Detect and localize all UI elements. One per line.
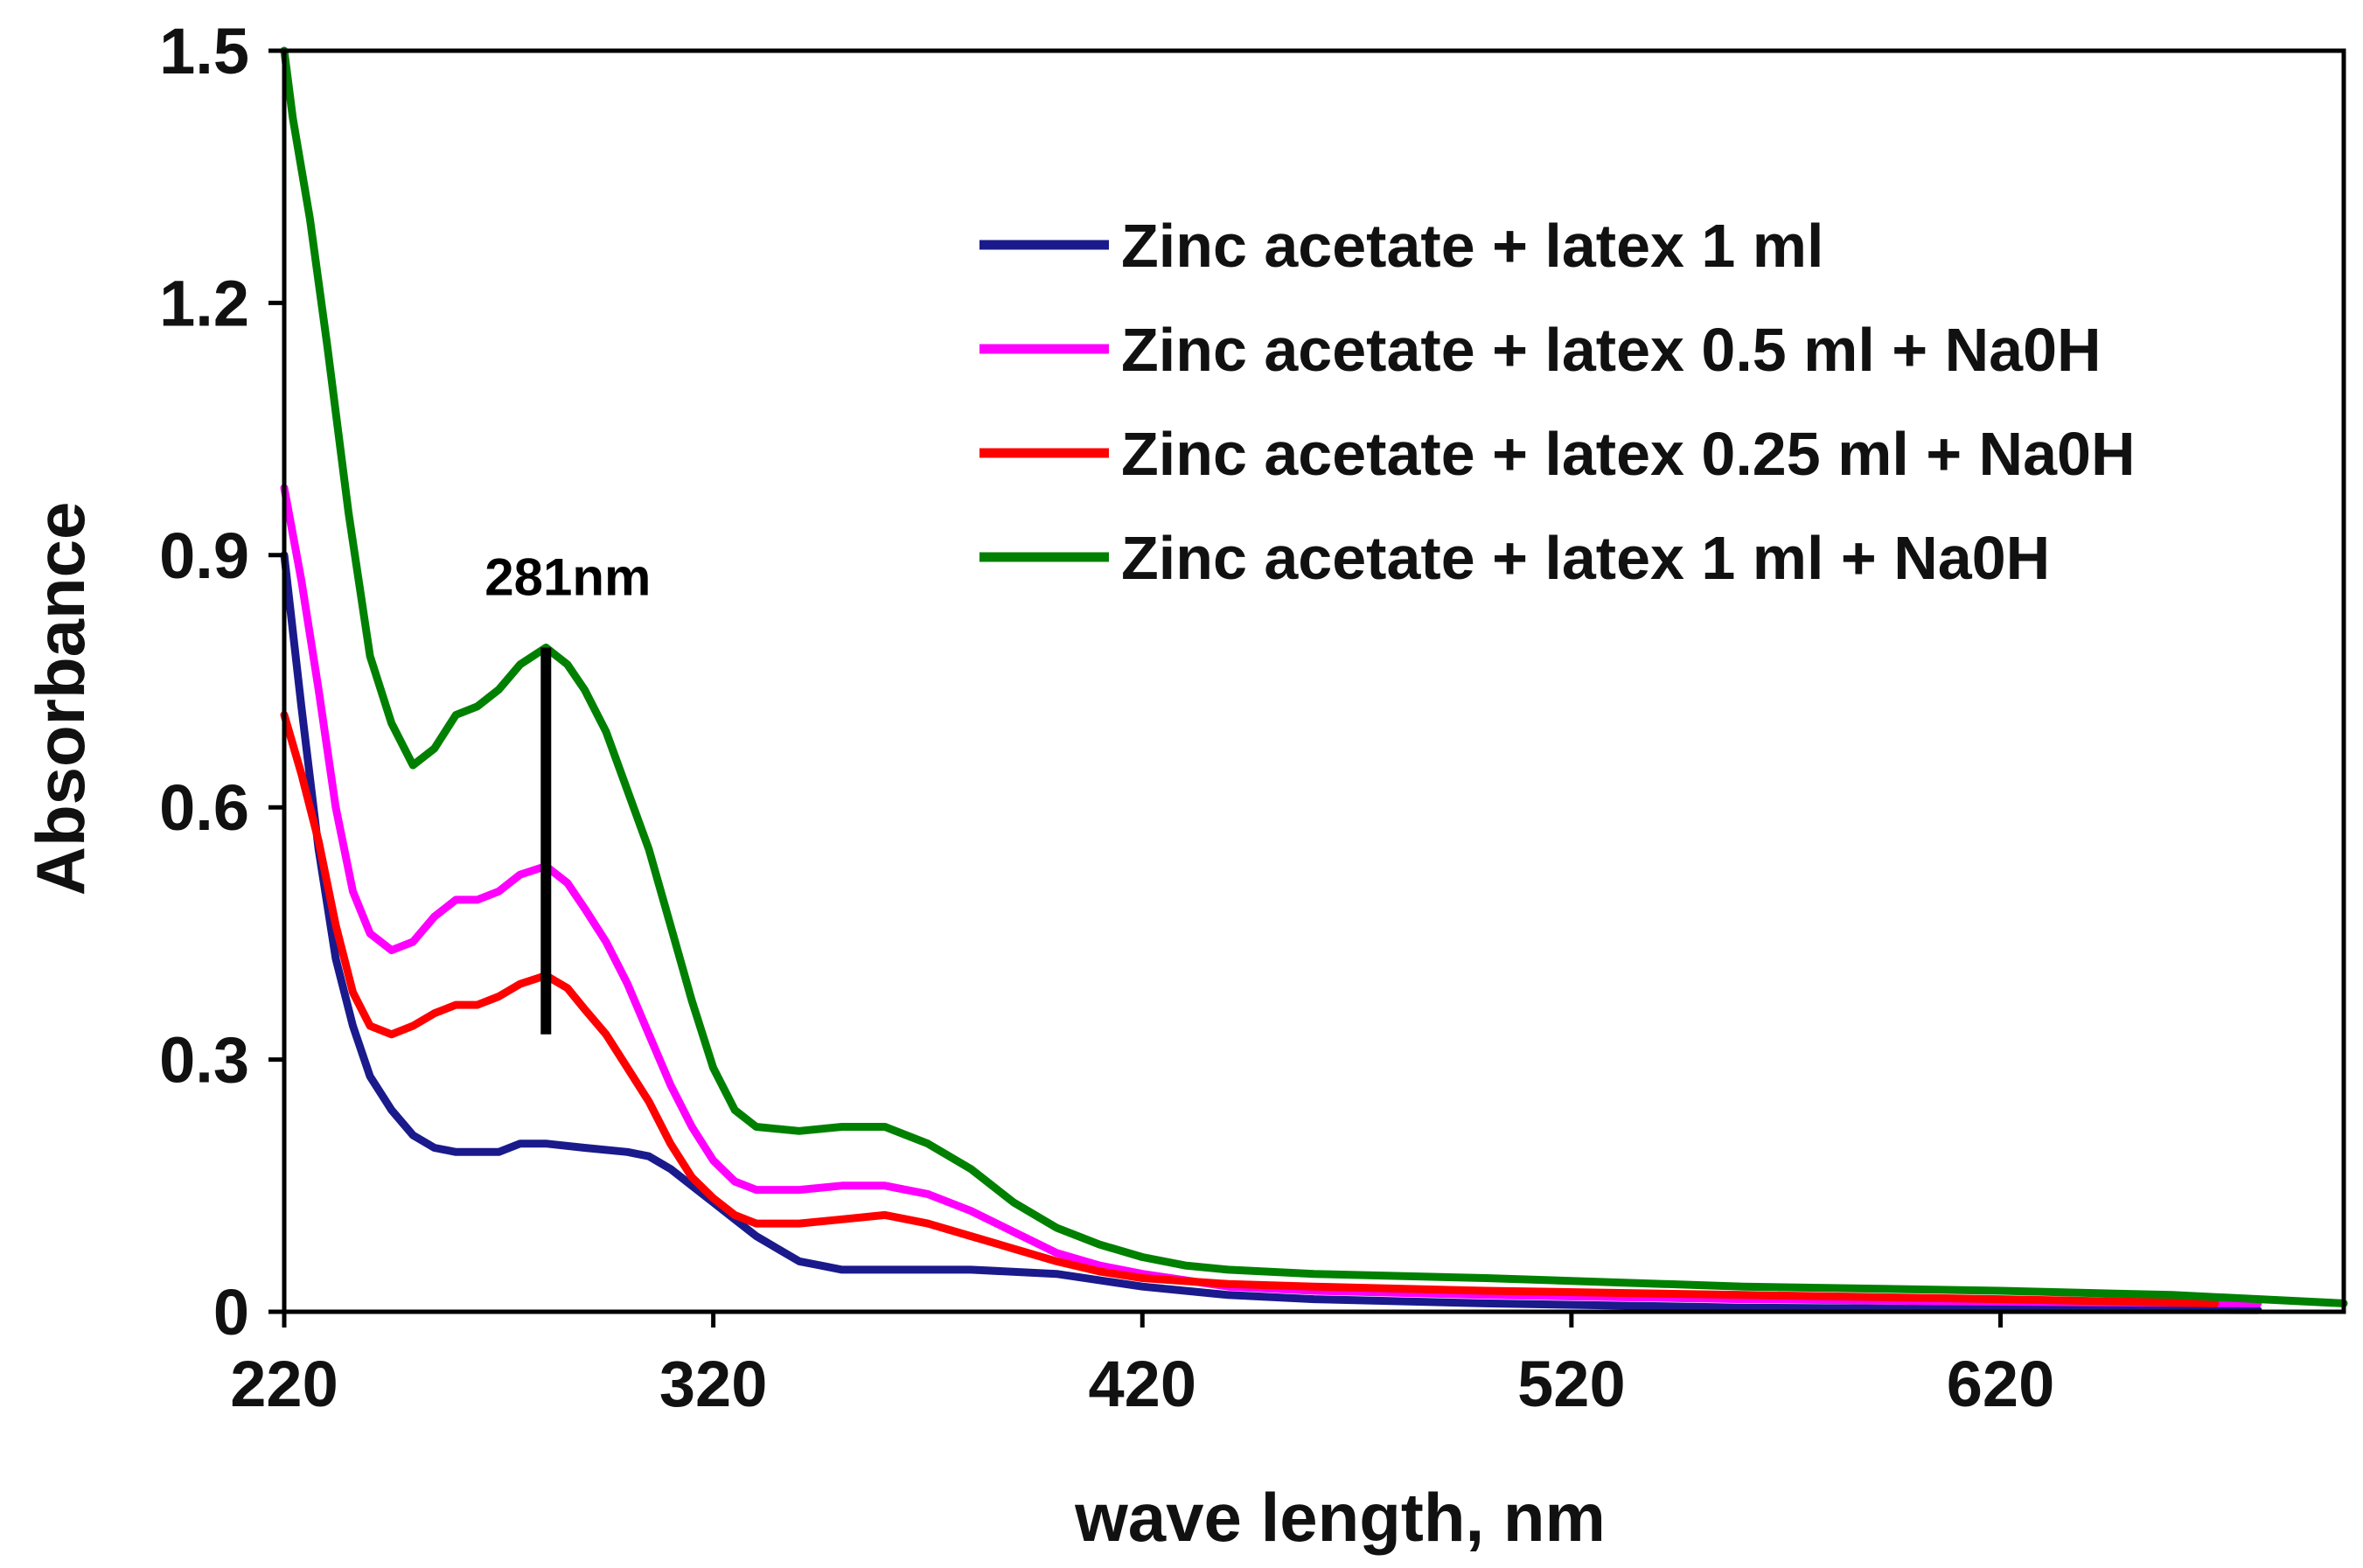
y-tick-label: 0.6: [159, 771, 249, 844]
y-axis-title: Absorbance: [22, 502, 99, 896]
x-tick-label: 620: [1947, 1348, 2054, 1420]
y-tick-label: 0.3: [159, 1024, 249, 1097]
series-line-3: [280, 711, 2220, 1307]
annotation-layer: 281nm: [484, 548, 651, 1035]
legend-label-4: Zinc acetate + latex 1 ml + Na0H: [1121, 524, 2050, 592]
series-layer: [280, 46, 2348, 1314]
x-tick-label: 220: [230, 1348, 338, 1420]
y-tick-label: 0: [213, 1276, 249, 1348]
y-tick-label: 0.9: [159, 519, 249, 592]
series-line-1: [280, 551, 2262, 1314]
legend-label-1: Zinc acetate + latex 1 ml: [1121, 212, 1823, 280]
y-tick-label: 1.5: [159, 15, 249, 87]
legend-label-3: Zinc acetate + latex 0.25 ml + Na0H: [1121, 420, 2136, 488]
y-tick-label: 1.2: [159, 267, 249, 339]
annotation-label: 281nm: [484, 548, 651, 607]
series-line-4: [280, 46, 2348, 1307]
plot-area-frame: [282, 48, 2346, 1314]
x-axis-title: wave length, nm: [1074, 1479, 1606, 1556]
legend: Zinc acetate + latex 1 ml Zinc acetate + …: [979, 212, 2136, 592]
x-tick-label: 320: [659, 1348, 767, 1420]
x-tick-label: 520: [1517, 1348, 1625, 1420]
legend-label-2: Zinc acetate + latex 0.5 ml + Na0H: [1121, 316, 2102, 384]
series-line-2: [280, 484, 2262, 1307]
axes-layer: 220 320 420 520 620 0 0.3 0.6 0.9 1.2 1.5: [159, 15, 2054, 1420]
x-tick-label: 420: [1089, 1348, 1196, 1420]
